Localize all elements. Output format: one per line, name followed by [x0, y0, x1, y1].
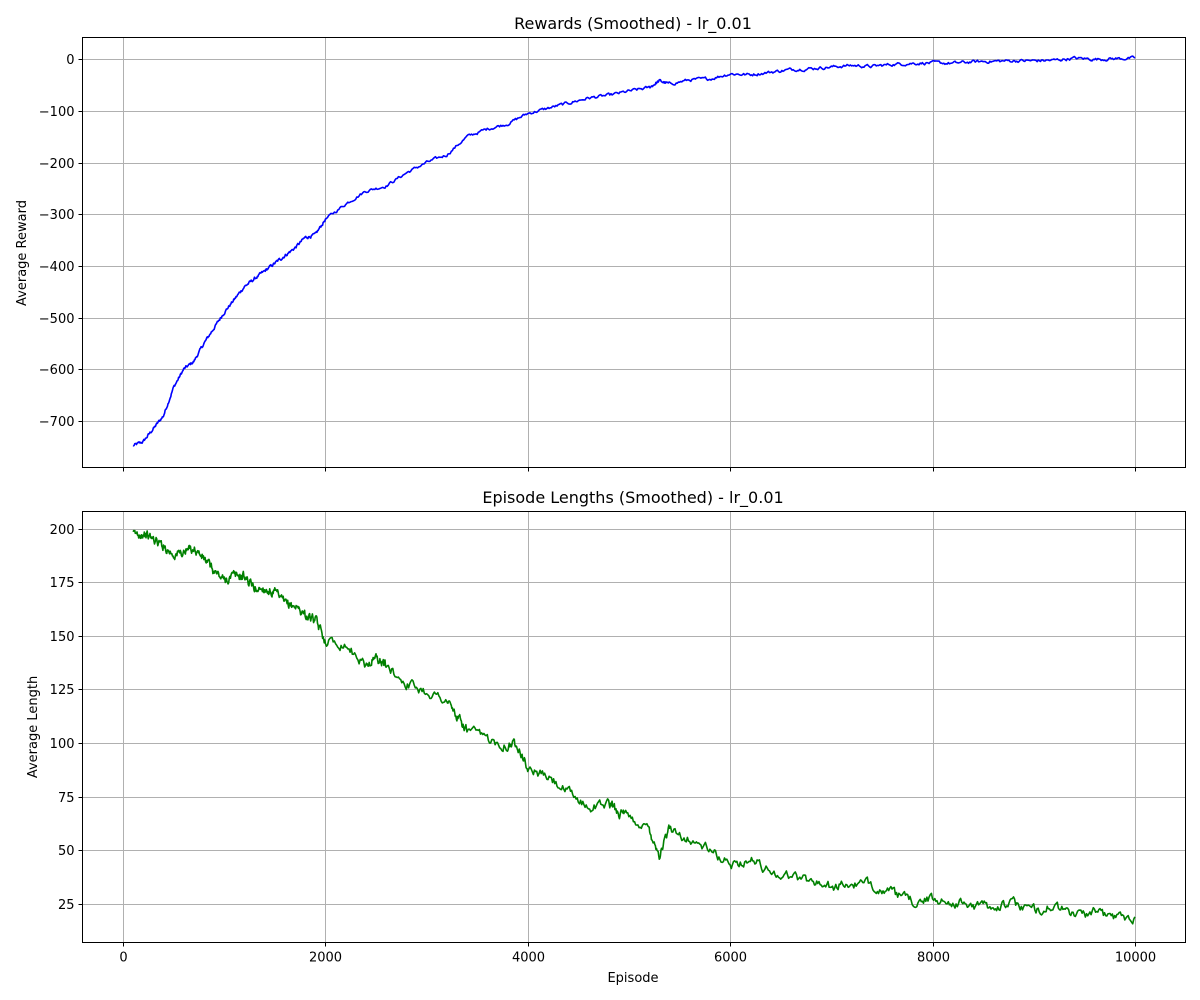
lengths-xlabel: Episode — [607, 971, 658, 986]
rewards-ylabel: Average Reward — [15, 200, 30, 306]
lengths-xtick-label: 2000 — [309, 951, 342, 966]
lengths-xtick-label: 10000 — [1115, 951, 1156, 966]
rewards-ytick-label: −100 — [39, 105, 75, 120]
lengths-ytick-label: 100 — [50, 737, 75, 752]
lengths-xtick-label: 0 — [119, 951, 127, 966]
rewards-chart-title: Rewards (Smoothed) - lr_0.01 — [514, 14, 752, 34]
rewards-ytick-label: 0 — [66, 53, 74, 68]
lengths-series-line — [132, 529, 1136, 925]
lengths-xtick-label: 6000 — [714, 951, 747, 966]
rewards-chart: Rewards (Smoothed) - lr_0.01 Average Rew… — [15, 14, 1186, 472]
lengths-chart: Episode Lengths (Smoothed) - lr_0.01 Ave… — [26, 488, 1186, 986]
rewards-series-line — [132, 55, 1136, 447]
lengths-ylabel: Average Length — [26, 676, 41, 778]
lengths-ytick-label: 50 — [58, 844, 75, 859]
lengths-ytick-label: 25 — [58, 898, 75, 913]
rewards-ytick-label: −600 — [39, 363, 75, 378]
lengths-ytick-label: 75 — [58, 791, 75, 806]
lengths-plot-frame — [82, 511, 1186, 943]
rewards-ytick-label: −500 — [39, 312, 75, 327]
lengths-ytick-label: 175 — [50, 576, 75, 591]
rewards-ytick-label: −200 — [39, 157, 75, 172]
lengths-ytick-label: 125 — [50, 683, 75, 698]
lengths-chart-title: Episode Lengths (Smoothed) - lr_0.01 — [482, 488, 783, 508]
rewards-ytick-label: −400 — [39, 260, 75, 275]
lengths-ytick-label: 150 — [50, 630, 75, 645]
rewards-ytick-label: −300 — [39, 208, 75, 223]
rewards-plot-frame — [82, 37, 1186, 468]
lengths-xtick-label: 4000 — [512, 951, 545, 966]
lengths-ytick-label: 200 — [50, 523, 75, 538]
lengths-xtick-label: 8000 — [917, 951, 950, 966]
rewards-ytick-label: −700 — [39, 415, 75, 430]
